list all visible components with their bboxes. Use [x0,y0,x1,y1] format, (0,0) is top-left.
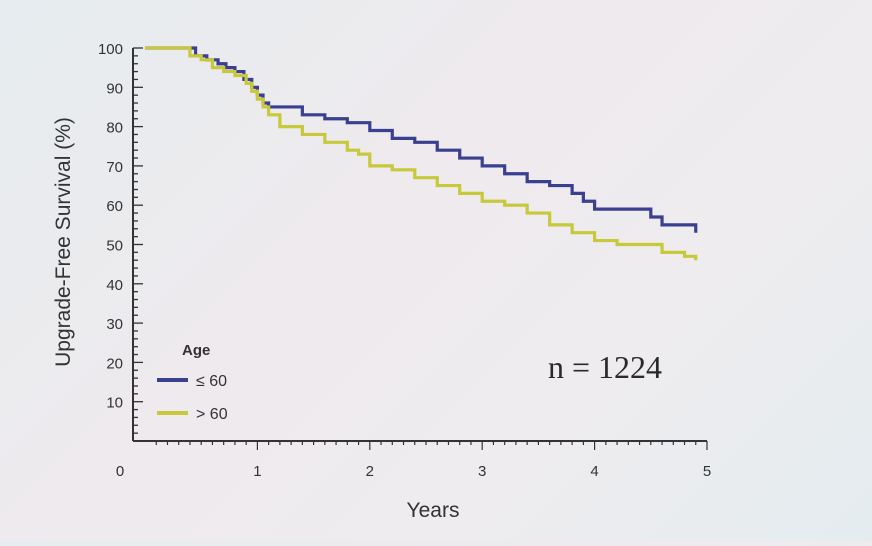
y-tick-label: 50 [106,238,123,255]
legend-label-le60: ≤ 60 [196,373,227,390]
y-minor-ticks [133,47,143,434]
x-tick-label: 2 [366,463,374,480]
series-line-le60 [145,46,698,233]
x-minor-ticks [155,441,708,450]
y-tick-label: 100 [98,41,123,58]
y-tick-label: 80 [106,120,123,137]
x-tick-label: 1 [253,463,261,480]
x-tick-labels: 0 1 2 3 4 5 [116,463,711,480]
x-axis-label: Years [407,499,460,522]
y-tick-label: 10 [106,395,123,412]
legend-label-gt60: > 60 [196,406,228,423]
y-tick-label: 40 [106,277,123,294]
series-line-gt60 [145,46,698,261]
legend-title: Age [182,342,210,359]
y-tick-label: 20 [106,355,123,372]
x-tick-label: 5 [703,463,711,480]
series-layer [145,46,698,261]
x-tick-label: 3 [478,463,486,480]
y-tick-label: 30 [106,316,123,333]
y-tick-labels: 10 20 30 40 50 60 70 80 90 100 [98,41,123,412]
y-tick-label: 90 [106,80,123,97]
x-tick-label: 0 [116,463,124,480]
axes: 10 20 30 40 50 60 70 80 90 100 0 1 2 3 4 5 [98,41,711,480]
sample-size-annotation: n = 1224 [548,349,662,385]
y-tick-label: 60 [106,198,123,215]
legend: Age ≤ 60 > 60 [157,342,228,423]
y-tick-label: 70 [106,159,123,176]
x-tick-label: 4 [590,463,598,480]
y-axis-label: Upgrade-Free Survival (%) [52,117,75,367]
